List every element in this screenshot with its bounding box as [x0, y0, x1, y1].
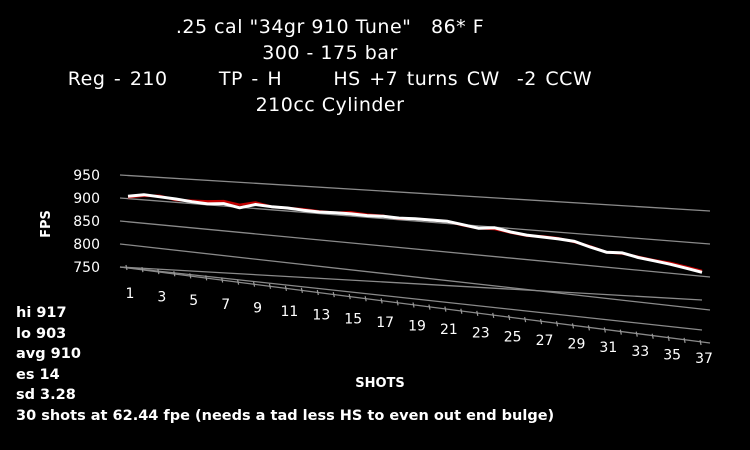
x-tick-label: 21 [440, 322, 458, 338]
y-tick-labels: 750 800 850 900 950 [73, 168, 100, 276]
stat-summary: 30 shots at 62.44 fpe (needs a tad less … [16, 407, 555, 424]
y-tick-label: 800 [73, 237, 100, 253]
x-tick-label: 35 [663, 347, 681, 363]
x-tick-mark [412, 302, 415, 308]
y-tick-label: 900 [73, 191, 100, 207]
x-tick-label: 19 [408, 319, 426, 335]
x-tick-mark [316, 289, 319, 296]
x-tick-mark [189, 273, 192, 279]
x-tick-label: 7 [221, 297, 230, 313]
x-tick-mark [683, 337, 686, 344]
x-tick-mark [252, 281, 256, 287]
chart-title: .25 cal "34gr 910 Tune" 86* F 300 - 175 … [0, 14, 660, 118]
title-line-3: Reg - 210 TP - H HS +7 turns CW -2 CCW [67, 68, 593, 90]
x-tick-mark [651, 333, 654, 339]
x-tick-mark [571, 323, 575, 329]
gridline [119, 266, 711, 344]
x-tick-label: 17 [376, 315, 394, 331]
x-tick-mark [268, 283, 272, 289]
x-tick-label: 29 [568, 337, 586, 353]
y-tick-label: 750 [73, 260, 100, 276]
x-tick-label: 25 [504, 329, 522, 345]
x-tick-mark [619, 329, 622, 335]
stat-es: es 14 [16, 366, 60, 383]
x-tick-label: 23 [472, 326, 490, 342]
x-tick-mark [444, 306, 447, 312]
x-tick-labels: 1 3 5 7 9 11 13 15 17 19 21 23 25 27 29 31 33 35 37 [125, 264, 713, 367]
x-tick-label: 27 [536, 333, 554, 349]
title-line-4: 210cc Cylinder [255, 94, 405, 116]
stat-lo: lo 903 [16, 325, 67, 342]
x-tick-label: 9 [253, 300, 262, 316]
x-tick-mark [539, 319, 543, 325]
x-tick-mark [237, 279, 240, 285]
series-lines [127, 193, 703, 274]
stat-hi: hi 917 [16, 305, 67, 321]
x-tick-label: 37 [695, 351, 713, 367]
gridline [119, 243, 711, 311]
y-axis-label: FPS [39, 210, 54, 238]
floor-edge [119, 266, 703, 331]
x-tick-mark [396, 300, 399, 306]
x-tick-label: 13 [312, 308, 330, 324]
x-tick-label: 15 [344, 311, 362, 327]
x-tick-mark [364, 296, 367, 302]
x-tick-mark [205, 275, 208, 281]
x-tick-mark [555, 321, 559, 327]
y-tick-label: 950 [73, 168, 100, 184]
gridline [119, 220, 711, 278]
x-axis-label: SHOTS [355, 376, 405, 391]
x-tick-mark [492, 312, 495, 319]
x-tick-mark [603, 327, 606, 333]
gridlines [119, 174, 711, 344]
x-tick-mark [460, 308, 463, 314]
x-tick-label: 5 [189, 293, 198, 309]
x-tick-mark [635, 331, 638, 337]
x-tick-label: 31 [599, 340, 617, 356]
x-tick-mark [348, 294, 351, 300]
x-tick-mark [524, 316, 527, 323]
title-line-1: .25 cal "34gr 910 Tune" 86* F [175, 16, 485, 38]
series-line [127, 194, 703, 273]
x-tick-mark [699, 339, 702, 346]
x-tick-mark [125, 264, 128, 271]
y-tick-label: 850 [73, 214, 100, 230]
x-tick-mark [476, 310, 479, 316]
gridline [119, 174, 711, 212]
x-tick-label: 3 [157, 290, 166, 306]
x-tick-label: 1 [126, 286, 135, 302]
x-tick-mark [667, 335, 670, 341]
stat-avg: avg 910 [16, 346, 81, 362]
x-tick-mark [173, 271, 176, 277]
x-tick-mark [300, 287, 303, 294]
x-tick-mark [141, 266, 144, 273]
x-tick-mark [284, 285, 288, 291]
title-line-2: 300 - 175 bar [262, 42, 398, 64]
x-tick-label: 11 [281, 304, 299, 320]
gridline [119, 197, 711, 245]
floor-edge [119, 266, 703, 301]
x-tick-mark [587, 325, 590, 331]
x-tick-mark [380, 298, 383, 304]
x-tick-mark [428, 304, 431, 310]
x-tick-mark [332, 291, 335, 298]
x-tick-label: 33 [631, 344, 649, 360]
series-line [127, 193, 703, 274]
x-tick-mark [508, 314, 511, 321]
x-tick-mark [157, 269, 160, 275]
x-tick-mark [221, 277, 224, 283]
stat-sd: sd 3.28 [16, 387, 76, 403]
stats-block: hi 917 lo 903 avg 910 es 14 sd 3.28 30 s… [16, 303, 554, 426]
